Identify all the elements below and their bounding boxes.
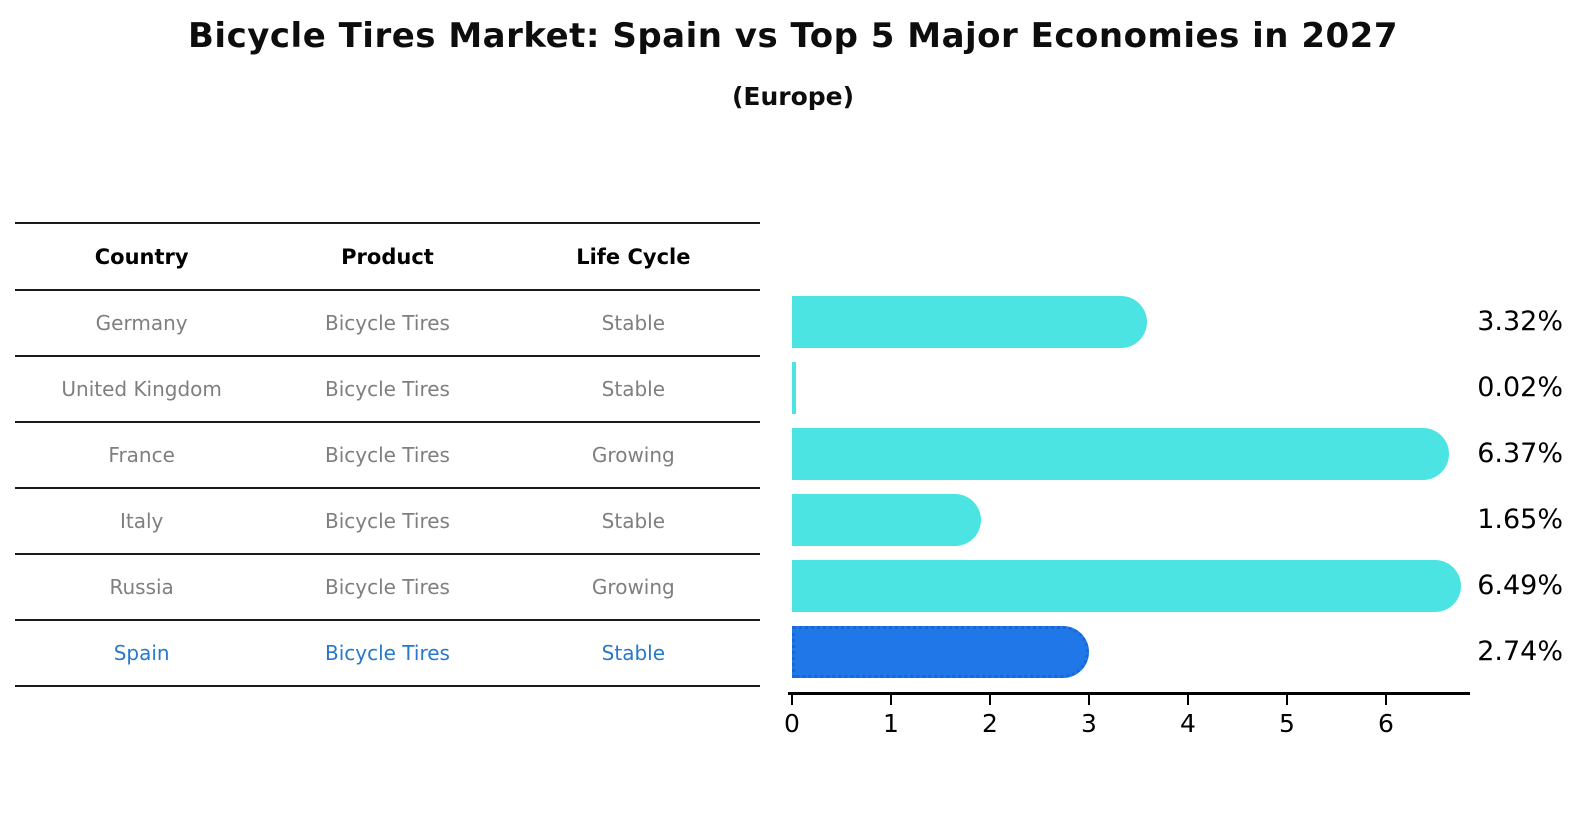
value-label-germany: 3.32% bbox=[1477, 306, 1563, 337]
product-cell: Bicycle Tires bbox=[324, 509, 450, 533]
table-row-germany: Germany Bicycle Tires Stable bbox=[15, 291, 760, 357]
value-label-spain: 2.74% bbox=[1477, 636, 1563, 667]
x-axis-tick bbox=[890, 695, 892, 705]
product-cell: Bicycle Tires bbox=[324, 641, 450, 665]
x-axis-tick-label: 2 bbox=[982, 709, 998, 738]
country-cell: Russia bbox=[109, 575, 174, 599]
value-label-united-kingdom: 0.02% bbox=[1477, 372, 1563, 403]
x-axis-tick-label: 3 bbox=[1081, 709, 1097, 738]
table-row-france: France Bicycle Tires Growing bbox=[15, 423, 760, 489]
country-cell: Germany bbox=[95, 311, 188, 335]
table-header-product: Product bbox=[341, 244, 434, 269]
chart-subtitle: (Europe) bbox=[731, 82, 855, 111]
country-table: Country Product Life Cycle Germany Bicyc… bbox=[15, 222, 760, 687]
value-label-russia: 6.49% bbox=[1477, 570, 1563, 601]
x-axis-tick-label: 1 bbox=[883, 709, 899, 738]
country-cell: Spain bbox=[113, 641, 170, 665]
x-axis-tick-label: 4 bbox=[1180, 709, 1196, 738]
product-cell: Bicycle Tires bbox=[324, 443, 450, 467]
country-cell: Italy bbox=[119, 509, 164, 533]
country-cell: France bbox=[108, 443, 175, 467]
life-cycle-cell: Stable bbox=[601, 509, 666, 533]
x-axis-tick-label: 6 bbox=[1378, 709, 1394, 738]
bar-italy bbox=[792, 494, 981, 546]
x-axis-tick-label: 5 bbox=[1279, 709, 1295, 738]
x-axis-tick bbox=[1385, 695, 1387, 705]
table-row-italy: Italy Bicycle Tires Stable bbox=[15, 489, 760, 555]
x-axis-tick bbox=[791, 695, 793, 705]
x-axis-tick bbox=[1187, 695, 1189, 705]
bar-united-kingdom bbox=[792, 362, 796, 414]
life-cycle-cell: Stable bbox=[601, 311, 666, 335]
life-cycle-cell: Growing bbox=[591, 575, 675, 599]
chart-title: Bicycle Tires Market: Spain vs Top 5 Maj… bbox=[188, 16, 1398, 56]
product-cell: Bicycle Tires bbox=[324, 311, 450, 335]
product-cell: Bicycle Tires bbox=[324, 575, 450, 599]
life-cycle-cell: Growing bbox=[591, 443, 675, 467]
x-axis-line bbox=[788, 692, 1470, 695]
value-label-france: 6.37% bbox=[1477, 438, 1563, 469]
bar-germany bbox=[792, 296, 1147, 348]
table-row-russia: Russia Bicycle Tires Growing bbox=[15, 555, 760, 621]
x-axis-tick bbox=[1088, 695, 1090, 705]
bar-russia bbox=[792, 560, 1461, 612]
x-axis-tick bbox=[1286, 695, 1288, 705]
life-cycle-cell: Stable bbox=[601, 377, 666, 401]
x-axis-tick bbox=[989, 695, 991, 705]
bar-france bbox=[792, 428, 1449, 480]
table-row-united-kingdom: United Kingdom Bicycle Tires Stable bbox=[15, 357, 760, 423]
table-row-spain: Spain Bicycle Tires Stable bbox=[15, 621, 760, 687]
table-header-row: Country Product Life Cycle bbox=[15, 224, 760, 291]
bar-spain-highlighted bbox=[792, 626, 1089, 678]
value-label-italy: 1.65% bbox=[1477, 504, 1563, 535]
table-header-life-cycle: Life Cycle bbox=[576, 244, 691, 269]
product-cell: Bicycle Tires bbox=[324, 377, 450, 401]
table-header-country: Country bbox=[94, 244, 189, 269]
country-cell: United Kingdom bbox=[61, 377, 222, 401]
life-cycle-cell: Stable bbox=[601, 641, 666, 665]
x-axis-tick-label: 0 bbox=[784, 709, 800, 738]
